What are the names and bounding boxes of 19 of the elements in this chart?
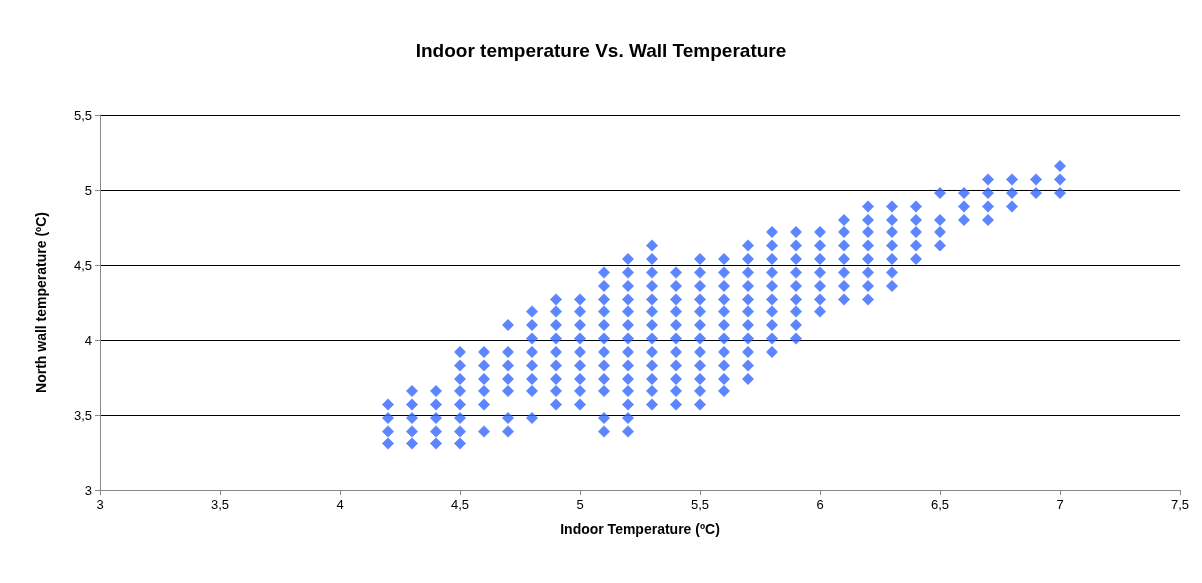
- x-axis-title: Indoor Temperature (ºC): [560, 521, 720, 537]
- y-tick-label: 5,5: [73, 107, 92, 123]
- x-tick-label: 7,5: [1170, 497, 1190, 512]
- x-tick-label: 5: [576, 497, 584, 512]
- x-tick-label: 7: [1056, 497, 1064, 512]
- x-tick-label: 3,5: [210, 497, 230, 512]
- x-tick-label: 6,5: [930, 497, 950, 512]
- y-tick-label: 4,5: [73, 257, 92, 273]
- y-tick-label: 5: [84, 182, 92, 198]
- y-axis-title: North wall temperature (ºC): [33, 212, 49, 393]
- chart-title: Indoor temperature Vs. Wall Temperature: [415, 40, 787, 61]
- x-tick-label: 3: [96, 497, 104, 512]
- y-tick-label: 3: [84, 482, 92, 498]
- x-tick-label: 5,5: [690, 497, 710, 512]
- y-tick-label: 3,5: [73, 407, 92, 423]
- x-tick-label: 6: [816, 497, 824, 512]
- x-tick-label: 4: [336, 497, 344, 512]
- x-tick-label: 4,5: [450, 497, 470, 512]
- y-tick-label: 4: [84, 332, 92, 348]
